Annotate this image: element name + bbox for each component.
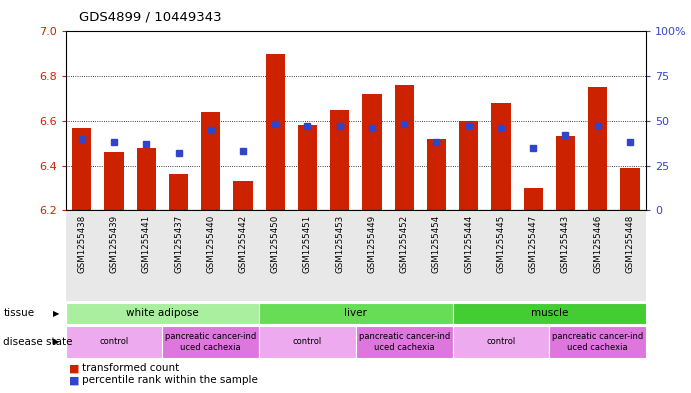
Bar: [524, 188, 543, 210]
Bar: [491, 103, 511, 210]
Bar: [66, 326, 162, 358]
Bar: [66, 303, 259, 324]
Text: percentile rank within the sample: percentile rank within the sample: [82, 375, 258, 386]
Bar: [621, 168, 640, 210]
Bar: [259, 303, 453, 324]
Text: GSM1255447: GSM1255447: [529, 215, 538, 273]
Text: GSM1255444: GSM1255444: [464, 215, 473, 273]
Text: ▶: ▶: [53, 338, 59, 346]
Text: white adipose: white adipose: [126, 309, 199, 318]
Text: GSM1255449: GSM1255449: [368, 215, 377, 273]
Text: ■: ■: [69, 375, 79, 386]
Text: tissue: tissue: [3, 309, 35, 318]
Bar: [66, 212, 646, 301]
Text: GSM1255448: GSM1255448: [625, 215, 634, 273]
Bar: [162, 326, 259, 358]
Text: GSM1255437: GSM1255437: [174, 215, 183, 273]
Text: muscle: muscle: [531, 309, 568, 318]
Text: transformed count: transformed count: [82, 363, 179, 373]
Text: GSM1255452: GSM1255452: [399, 215, 409, 273]
Text: GDS4899 / 10449343: GDS4899 / 10449343: [79, 11, 222, 24]
Text: GSM1255445: GSM1255445: [496, 215, 506, 273]
Text: ▶: ▶: [53, 309, 59, 318]
Bar: [330, 110, 350, 210]
Bar: [588, 87, 607, 210]
Bar: [72, 128, 91, 210]
Bar: [234, 181, 253, 210]
Bar: [549, 326, 646, 358]
Text: disease state: disease state: [3, 337, 73, 347]
Bar: [427, 139, 446, 210]
Text: GSM1255443: GSM1255443: [561, 215, 570, 273]
Text: GSM1255451: GSM1255451: [303, 215, 312, 273]
Bar: [362, 94, 381, 210]
Text: liver: liver: [344, 309, 368, 318]
Bar: [259, 326, 356, 358]
Bar: [298, 125, 317, 210]
Bar: [459, 121, 478, 210]
Bar: [453, 303, 646, 324]
Text: control: control: [100, 338, 129, 346]
Bar: [453, 326, 549, 358]
Text: control: control: [486, 338, 515, 346]
Text: GSM1255454: GSM1255454: [432, 215, 441, 273]
Text: GSM1255450: GSM1255450: [271, 215, 280, 273]
Text: GSM1255446: GSM1255446: [593, 215, 603, 273]
Bar: [201, 112, 220, 210]
Text: GSM1255453: GSM1255453: [335, 215, 344, 273]
Text: pancreatic cancer-ind
uced cachexia: pancreatic cancer-ind uced cachexia: [359, 332, 450, 352]
Text: GSM1255438: GSM1255438: [77, 215, 86, 273]
Bar: [395, 85, 414, 210]
Text: GSM1255442: GSM1255442: [238, 215, 247, 273]
Bar: [104, 152, 124, 210]
Bar: [356, 326, 453, 358]
Bar: [556, 136, 575, 210]
Text: pancreatic cancer-ind
uced cachexia: pancreatic cancer-ind uced cachexia: [165, 332, 256, 352]
Text: control: control: [293, 338, 322, 346]
Text: GSM1255441: GSM1255441: [142, 215, 151, 273]
Bar: [137, 148, 156, 210]
Bar: [169, 174, 188, 210]
Text: pancreatic cancer-ind
uced cachexia: pancreatic cancer-ind uced cachexia: [552, 332, 643, 352]
Text: GSM1255440: GSM1255440: [206, 215, 216, 273]
Text: ■: ■: [69, 363, 79, 373]
Bar: [265, 54, 285, 210]
Text: GSM1255439: GSM1255439: [109, 215, 119, 273]
